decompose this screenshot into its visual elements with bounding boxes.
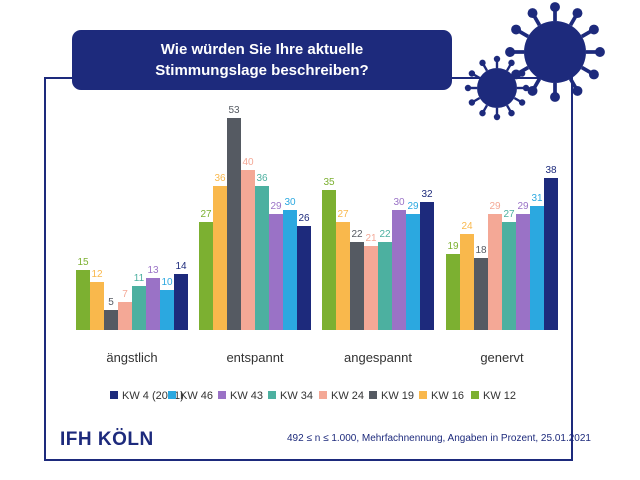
data-label: 29 xyxy=(270,201,282,212)
legend-swatch xyxy=(369,391,377,399)
category-label: genervt xyxy=(480,350,524,365)
legend-swatch xyxy=(168,391,176,399)
data-label: 30 xyxy=(284,197,296,208)
bar-angespannt-KW-16 xyxy=(336,222,350,330)
legend-item: KW 34 xyxy=(268,390,313,402)
footnote: 492 ≤ n ≤ 1.000, Mehrfachnennung, Angabe… xyxy=(287,433,591,444)
data-label: 24 xyxy=(461,221,473,232)
legend-swatch xyxy=(110,391,118,399)
bar-angespannt-KW-4-(2021) xyxy=(420,202,434,330)
bar-entspannt-KW-19 xyxy=(227,118,241,330)
legend-item: KW 12 xyxy=(471,390,516,402)
legend-label: KW 46 xyxy=(180,390,213,402)
chart-title-text: Wie würden Sie Ihre aktuelle Stimmungsla… xyxy=(155,41,369,79)
bar-angespannt-KW-46 xyxy=(406,214,420,330)
legend-item: KW 24 xyxy=(319,390,364,402)
data-label: 10 xyxy=(161,277,173,288)
virus-icon-large xyxy=(505,2,605,102)
data-label: 22 xyxy=(379,229,391,240)
data-label: 21 xyxy=(365,233,377,244)
bar-ängstlich-KW-19 xyxy=(104,310,118,330)
bar-ängstlich-KW-4-(2021) xyxy=(174,274,188,330)
data-label: 7 xyxy=(122,289,128,300)
bar-entspannt-KW-46 xyxy=(283,210,297,330)
legend-label: KW 43 xyxy=(230,390,263,402)
data-label: 35 xyxy=(323,177,335,188)
bar-genervt-KW-4-(2021) xyxy=(544,178,558,330)
bar-genervt-KW-16 xyxy=(460,234,474,330)
data-label: 32 xyxy=(421,189,433,200)
bar-genervt-KW-34 xyxy=(502,222,516,330)
data-label: 19 xyxy=(447,241,459,252)
bar-angespannt-KW-43 xyxy=(392,210,406,330)
legend-item: KW 43 xyxy=(218,390,263,402)
data-label: 11 xyxy=(134,273,145,284)
bar-entspannt-KW-24 xyxy=(241,170,255,330)
category-label: entspannt xyxy=(226,350,283,365)
data-label: 15 xyxy=(77,257,89,268)
data-label: 38 xyxy=(545,165,557,176)
legend-item: KW 16 xyxy=(419,390,464,402)
legend-label: KW 16 xyxy=(431,390,464,402)
data-label: 31 xyxy=(531,193,543,204)
legend-swatch xyxy=(268,391,276,399)
data-label: 53 xyxy=(228,105,240,116)
ifh-logo: IFH KÖLN xyxy=(60,429,154,450)
data-label: 30 xyxy=(393,197,405,208)
legend-item: KW 19 xyxy=(369,390,414,402)
legend-label: KW 19 xyxy=(381,390,414,402)
legend-swatch xyxy=(419,391,427,399)
data-label: 36 xyxy=(256,173,268,184)
bar-entspannt-KW-12 xyxy=(199,222,213,330)
legend-swatch xyxy=(471,391,479,399)
bar-ängstlich-KW-46 xyxy=(160,290,174,330)
category-label: angespannt xyxy=(344,350,412,365)
data-label: 26 xyxy=(298,213,310,224)
legend-swatch xyxy=(319,391,327,399)
data-label: 36 xyxy=(214,173,226,184)
data-label: 29 xyxy=(489,201,501,212)
legend-swatch xyxy=(218,391,226,399)
bar-ängstlich-KW-16 xyxy=(90,282,104,330)
data-label: 13 xyxy=(147,265,159,276)
category-label: ängstlich xyxy=(106,350,157,365)
data-label: 40 xyxy=(242,157,254,168)
bar-entspannt-KW-4-(2021) xyxy=(297,226,311,330)
data-label: 29 xyxy=(517,201,529,212)
bar-entspannt-KW-43 xyxy=(269,214,283,330)
bar-ängstlich-KW-43 xyxy=(146,278,160,330)
legend-label: KW 34 xyxy=(280,390,313,402)
bar-ängstlich-KW-12 xyxy=(76,270,90,330)
bar-angespannt-KW-24 xyxy=(364,246,378,330)
bar-genervt-KW-19 xyxy=(474,258,488,330)
data-label: 22 xyxy=(351,229,363,240)
bar-genervt-KW-24 xyxy=(488,214,502,330)
data-label: 27 xyxy=(503,209,515,220)
bar-ängstlich-KW-34 xyxy=(132,286,146,330)
bar-genervt-KW-46 xyxy=(530,206,544,330)
data-label: 27 xyxy=(200,209,212,220)
bar-genervt-KW-12 xyxy=(446,254,460,330)
data-label: 27 xyxy=(337,209,349,220)
bar-angespannt-KW-34 xyxy=(378,242,392,330)
data-label: 12 xyxy=(91,269,103,280)
virus-icon-small xyxy=(464,55,530,121)
bar-angespannt-KW-12 xyxy=(322,190,336,330)
legend-label: KW 24 xyxy=(331,390,364,402)
bar-entspannt-KW-16 xyxy=(213,186,227,330)
chart-title: Wie würden Sie Ihre aktuelle Stimmungsla… xyxy=(72,30,452,90)
bar-ängstlich-KW-24 xyxy=(118,302,132,330)
legend-item: KW 46 xyxy=(168,390,213,402)
data-label: 5 xyxy=(108,297,114,308)
legend-label: KW 12 xyxy=(483,390,516,402)
bar-entspannt-KW-34 xyxy=(255,186,269,330)
bar-angespannt-KW-19 xyxy=(350,242,364,330)
data-label: 18 xyxy=(475,245,487,256)
bar-genervt-KW-43 xyxy=(516,214,530,330)
data-label: 14 xyxy=(175,261,187,272)
data-label: 29 xyxy=(407,201,419,212)
